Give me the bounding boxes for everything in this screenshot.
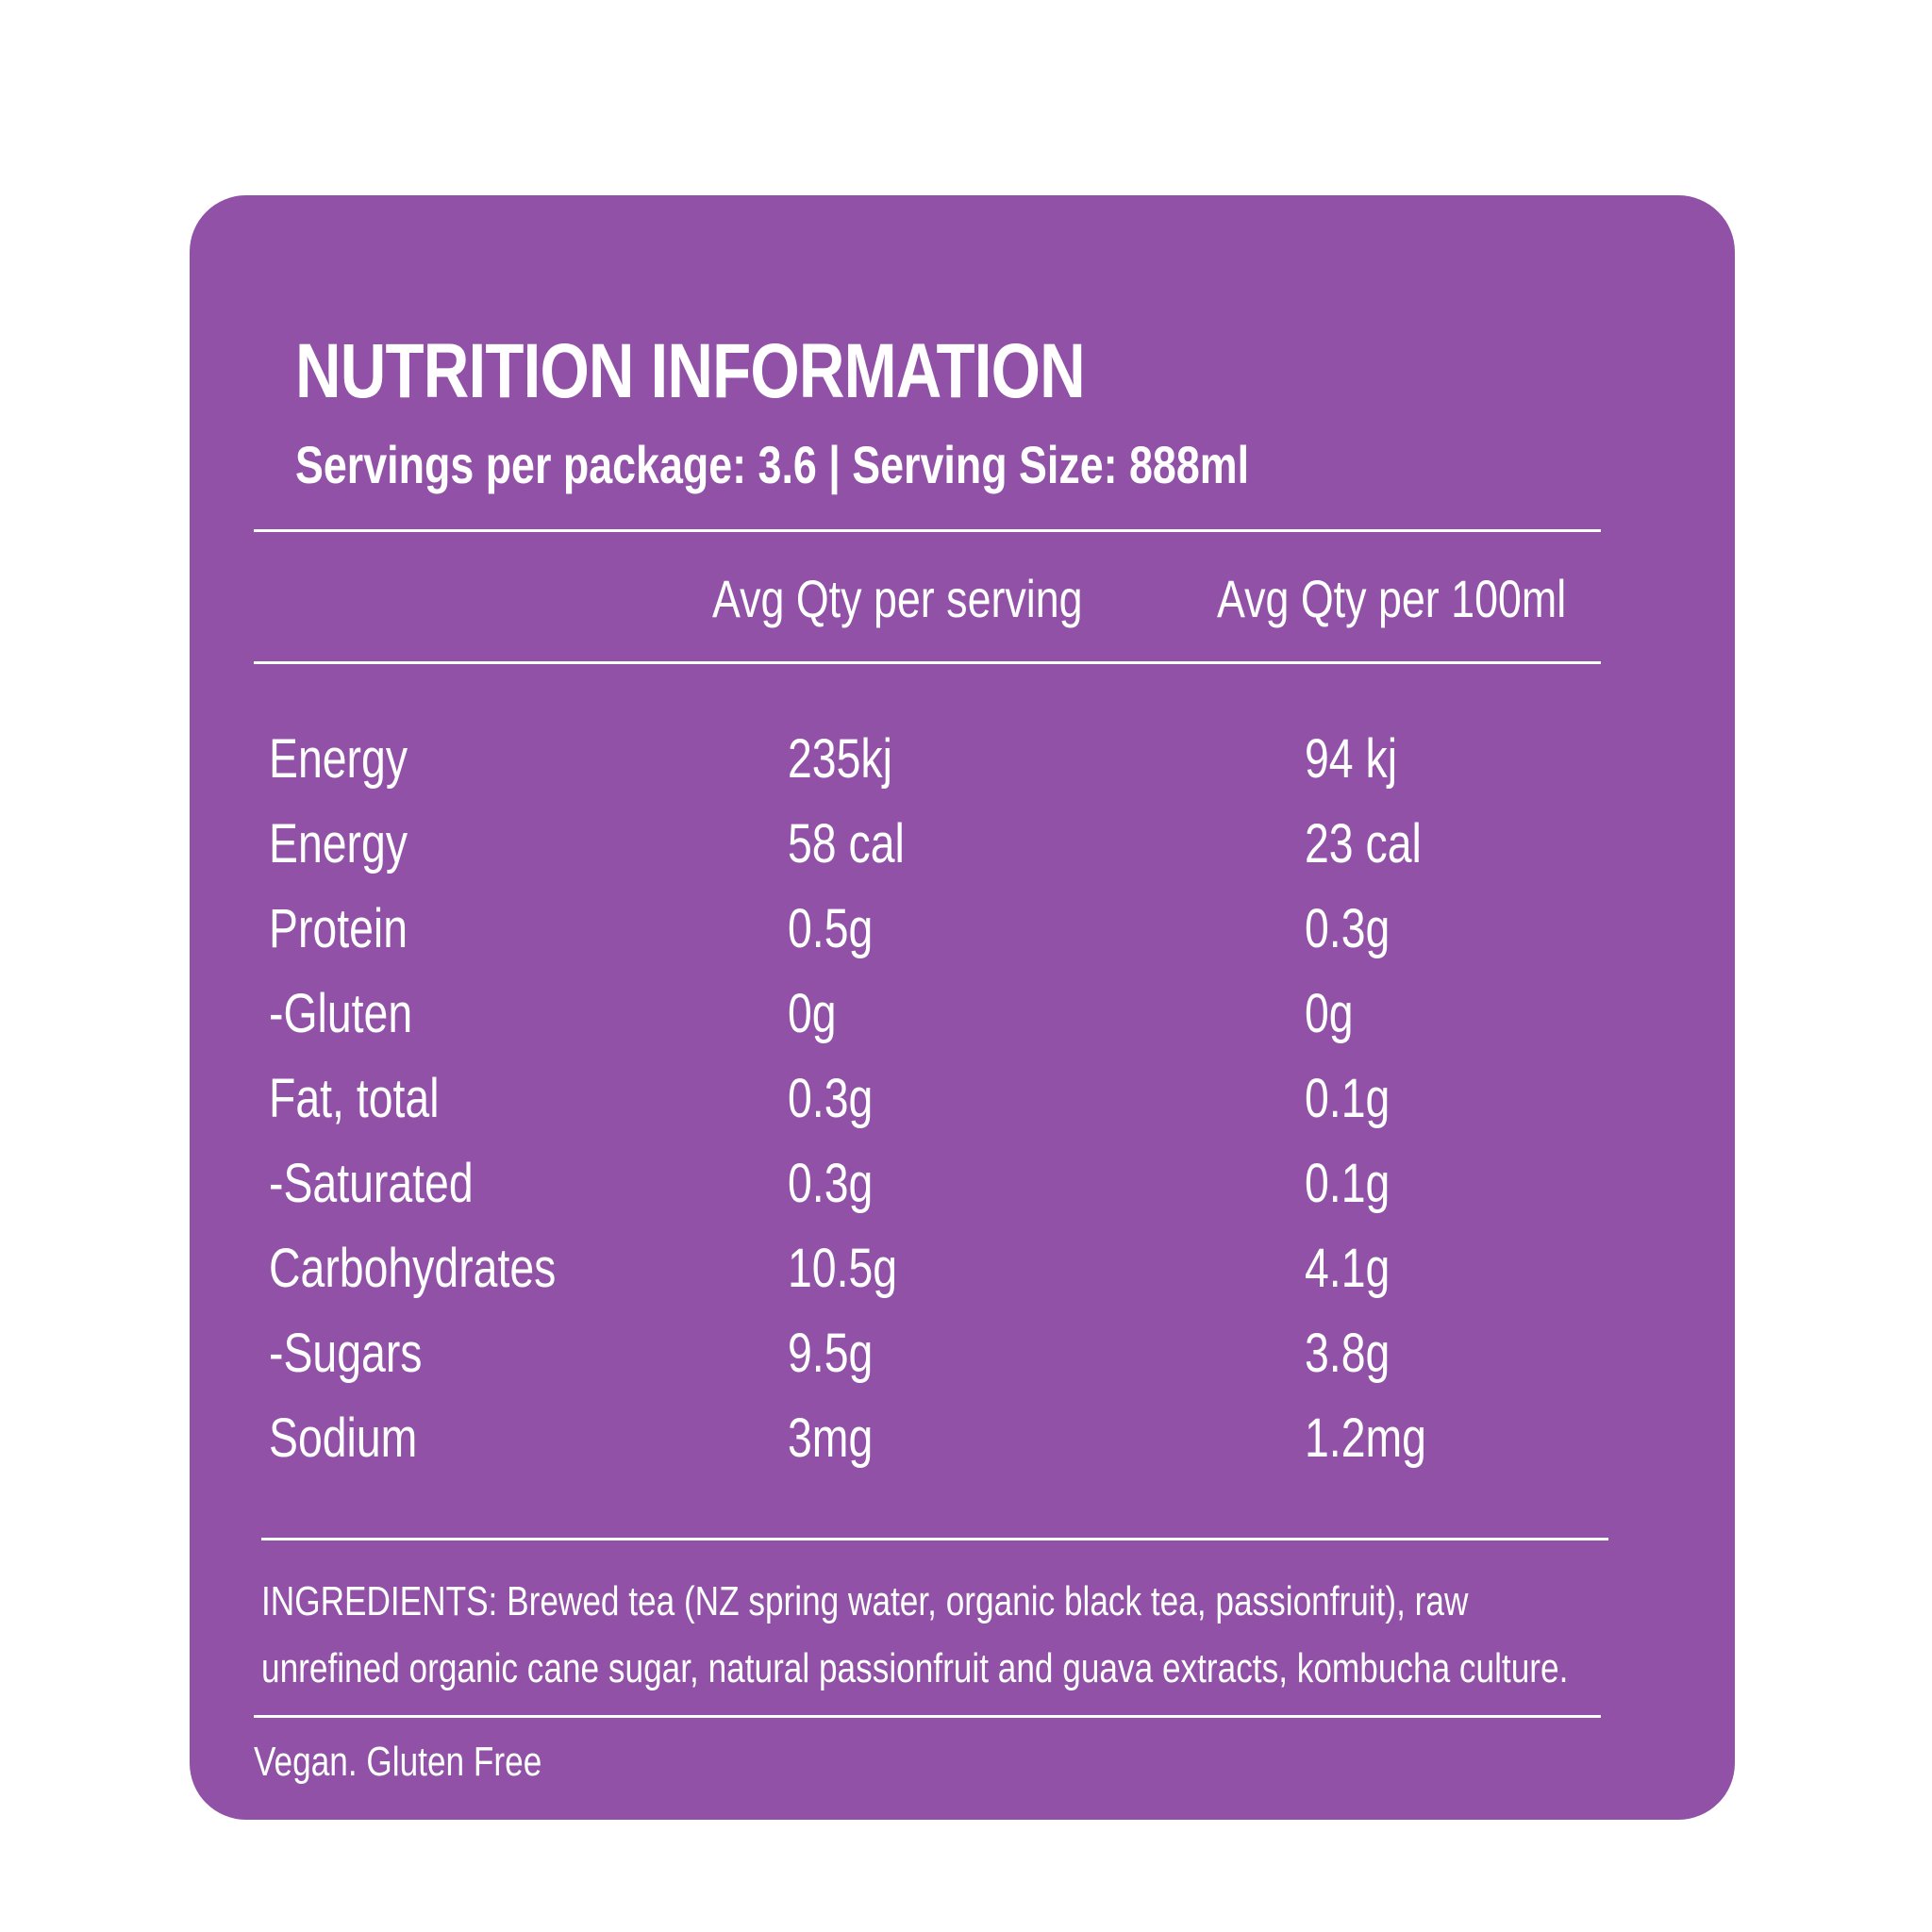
serving-info: Servings per package: 3.6 | Serving Size… (295, 435, 1250, 494)
per-serving-value: 3mg (788, 1407, 874, 1469)
column-header-per-serving: Avg Qty per serving (712, 569, 1083, 628)
table-row: Sodium 3mg 1.2mg (269, 1407, 1608, 1491)
table-row: Protein 0.5g 0.3g (269, 897, 1608, 982)
per-serving-value: 10.5g (788, 1238, 898, 1299)
per-100ml-value: 4.1g (1305, 1238, 1391, 1299)
dietary-note: Vegan. Gluten Free (254, 1739, 542, 1785)
ingredients-line-2: unrefined organic cane sugar, natural pa… (261, 1645, 1569, 1691)
divider-header (254, 661, 1601, 664)
nutrition-panel: NUTRITION INFORMATION Servings per packa… (190, 195, 1735, 1820)
per-serving-value: 0.3g (788, 1153, 874, 1214)
divider-top (254, 529, 1601, 532)
per-serving-value: 0.3g (788, 1068, 874, 1129)
per-100ml-value: 1.2mg (1305, 1407, 1426, 1469)
table-row: -Gluten 0g 0g (269, 982, 1608, 1067)
nutrient-name: Fat, total (269, 1068, 440, 1129)
table-row: Carbohydrates 10.5g 4.1g (269, 1237, 1608, 1322)
nutrient-name: Sodium (269, 1407, 418, 1469)
per-100ml-value: 0.3g (1305, 898, 1391, 959)
column-header-per-100ml: Avg Qty per 100ml (1217, 569, 1567, 628)
per-serving-value: 0.5g (788, 898, 874, 959)
ingredients-line-1: INGREDIENTS: Brewed tea (NZ spring water… (261, 1578, 1469, 1624)
per-serving-value: 58 cal (788, 813, 905, 874)
per-serving-value: 9.5g (788, 1323, 874, 1384)
nutrition-table: Energy 235kj 94 kj Energy 58 cal 23 cal … (269, 727, 1608, 1491)
nutrient-name: -Saturated (269, 1153, 474, 1214)
nutrient-name: Carbohydrates (269, 1238, 557, 1299)
per-100ml-value: 23 cal (1305, 813, 1422, 874)
table-row: Energy 58 cal 23 cal (269, 812, 1608, 897)
per-100ml-value: 0.1g (1305, 1068, 1391, 1129)
table-row: -Saturated 0.3g 0.1g (269, 1152, 1608, 1237)
per-100ml-value: 94 kj (1305, 728, 1398, 790)
table-row: -Sugars 9.5g 3.8g (269, 1322, 1608, 1407)
nutrient-name: Energy (269, 813, 408, 874)
per-100ml-value: 0.1g (1305, 1153, 1391, 1214)
per-100ml-value: 0g (1305, 983, 1354, 1044)
nutrient-name: Protein (269, 898, 408, 959)
per-serving-value: 0g (788, 983, 837, 1044)
divider-footer (254, 1715, 1601, 1718)
divider-ingredients (261, 1538, 1608, 1541)
ingredients-text: INGREDIENTS: Brewed tea (NZ spring water… (261, 1568, 1612, 1702)
nutrition-title: NUTRITION INFORMATION (295, 328, 1086, 414)
nutrient-name: -Gluten (269, 983, 413, 1044)
per-serving-value: 235kj (788, 728, 892, 790)
table-row: Energy 235kj 94 kj (269, 727, 1608, 812)
nutrient-name: -Sugars (269, 1323, 423, 1384)
per-100ml-value: 3.8g (1305, 1323, 1391, 1384)
nutrient-name: Energy (269, 728, 408, 790)
table-row: Fat, total 0.3g 0.1g (269, 1067, 1608, 1152)
